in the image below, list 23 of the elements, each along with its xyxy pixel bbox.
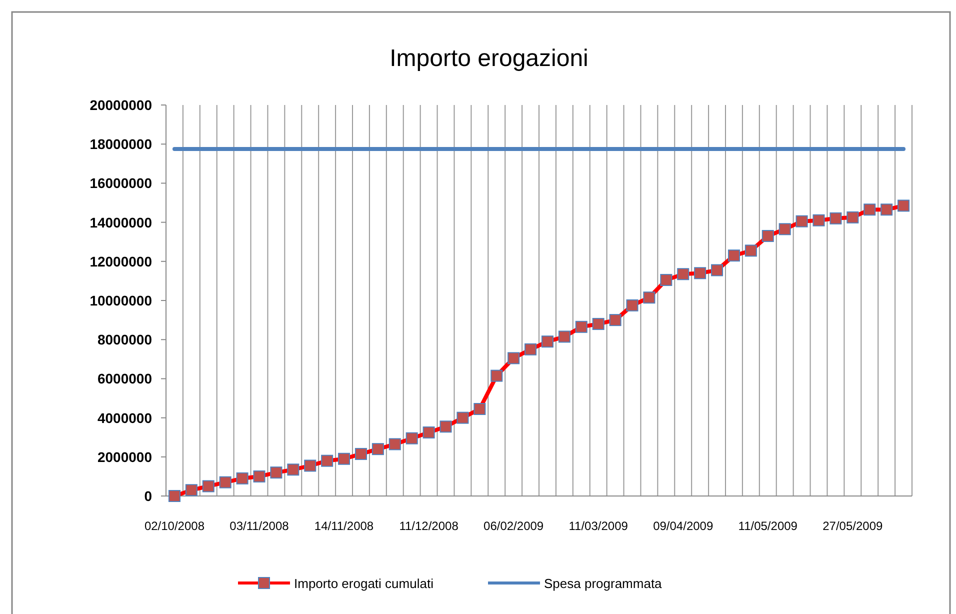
x-tick-label: 03/11/2008 xyxy=(230,519,290,533)
x-tick-label: 11/05/2009 xyxy=(738,519,798,533)
x-tick-label: 11/03/2009 xyxy=(568,519,628,533)
x-tick-label: 02/10/2008 xyxy=(144,519,205,533)
x-tick-label: 14/11/2008 xyxy=(314,519,374,533)
y-tick-label: 18000000 xyxy=(90,136,152,152)
y-tick-label: 14000000 xyxy=(90,214,152,230)
x-tick-label: 09/04/2009 xyxy=(653,519,714,533)
legend-label: Spesa programmata xyxy=(544,576,663,591)
y-tick-label: 16000000 xyxy=(90,175,152,192)
legend-label: Importo erogati cumulati xyxy=(294,576,434,591)
y-tick-label: 20000000 xyxy=(90,97,152,113)
y-tick-label: 6000000 xyxy=(97,370,152,387)
x-tick-label: 11/12/2008 xyxy=(399,519,459,533)
chart-title: Importo erogazioni xyxy=(390,45,588,72)
y-tick-label: 0 xyxy=(144,488,152,504)
y-tick-label: 12000000 xyxy=(90,253,152,270)
x-tick-label: 06/02/2009 xyxy=(484,519,544,533)
y-tick-label: 10000000 xyxy=(90,292,152,308)
y-tick-label: 4000000 xyxy=(97,410,152,426)
x-tick-label: 27/05/2009 xyxy=(822,519,884,533)
y-tick-label: 2000000 xyxy=(97,448,152,465)
y-tick-label: 8000000 xyxy=(97,332,152,348)
